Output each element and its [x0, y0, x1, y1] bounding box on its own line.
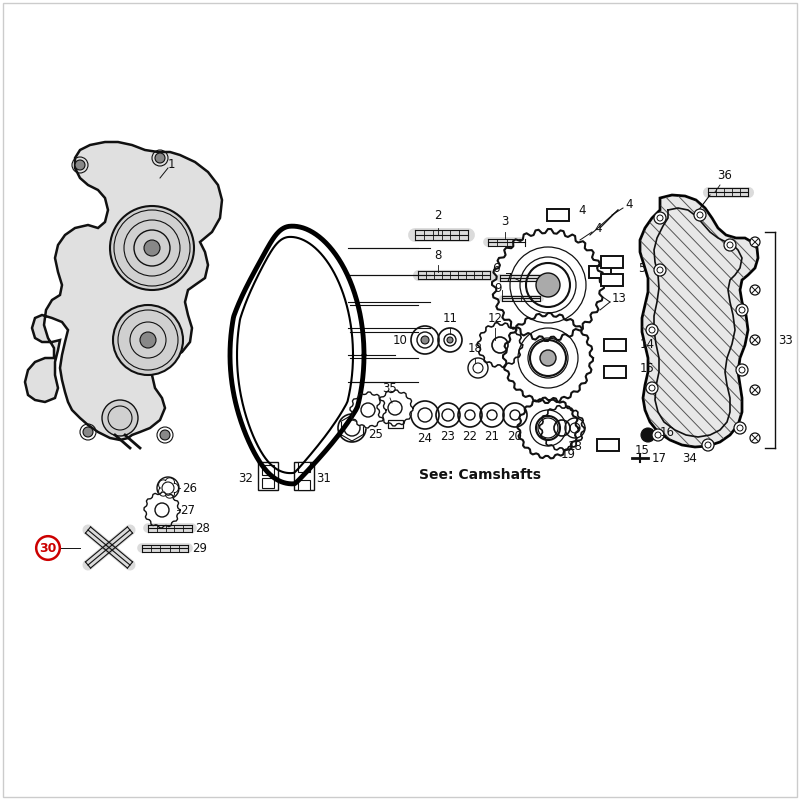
Text: 33: 33 — [778, 334, 793, 346]
Circle shape — [646, 382, 658, 394]
Bar — [298, 462, 310, 472]
Bar — [547, 209, 569, 221]
Circle shape — [736, 304, 748, 316]
Polygon shape — [503, 313, 593, 403]
Circle shape — [724, 239, 736, 251]
Text: 27: 27 — [180, 503, 195, 517]
Bar — [604, 339, 626, 351]
Bar — [258, 462, 278, 490]
Text: 16: 16 — [660, 426, 675, 438]
Circle shape — [540, 350, 556, 366]
Text: 2: 2 — [434, 209, 442, 222]
Text: 35: 35 — [382, 382, 398, 395]
Text: 13: 13 — [612, 291, 627, 305]
Polygon shape — [350, 392, 386, 428]
Bar — [294, 462, 314, 490]
Circle shape — [110, 206, 194, 290]
Circle shape — [140, 332, 156, 348]
Text: 19: 19 — [561, 448, 575, 461]
Text: 34: 34 — [682, 452, 698, 465]
Circle shape — [750, 433, 760, 443]
Text: 18: 18 — [467, 342, 482, 355]
Circle shape — [113, 305, 183, 375]
Text: See: Camshafts: See: Camshafts — [419, 468, 541, 482]
Polygon shape — [640, 195, 758, 447]
Text: 22: 22 — [462, 430, 478, 443]
Text: 30: 30 — [39, 542, 57, 554]
Circle shape — [694, 209, 706, 221]
Text: 18: 18 — [567, 440, 582, 453]
Circle shape — [734, 422, 746, 434]
Circle shape — [83, 427, 93, 437]
Polygon shape — [377, 390, 413, 426]
Circle shape — [750, 385, 760, 395]
Bar — [604, 366, 626, 378]
Text: 23: 23 — [441, 430, 455, 443]
Text: 28: 28 — [195, 522, 210, 534]
Text: 8: 8 — [434, 249, 442, 262]
Text: 3: 3 — [502, 215, 509, 228]
Text: 15: 15 — [640, 362, 655, 374]
Circle shape — [144, 240, 160, 256]
Circle shape — [536, 273, 560, 297]
Text: 10: 10 — [393, 334, 408, 346]
Text: 17: 17 — [652, 451, 667, 465]
Text: 1: 1 — [168, 158, 175, 171]
Bar — [589, 266, 611, 278]
Polygon shape — [518, 398, 578, 458]
Bar — [388, 420, 403, 428]
Text: 4: 4 — [578, 203, 586, 217]
Circle shape — [160, 430, 170, 440]
Polygon shape — [230, 226, 364, 484]
Bar — [298, 480, 310, 490]
Circle shape — [654, 212, 666, 224]
Polygon shape — [539, 406, 585, 450]
Polygon shape — [492, 229, 604, 341]
Polygon shape — [144, 492, 180, 528]
Text: 7: 7 — [505, 271, 512, 285]
Text: 12: 12 — [487, 312, 502, 325]
Bar — [597, 439, 619, 451]
Text: 32: 32 — [238, 471, 253, 485]
Circle shape — [75, 160, 85, 170]
Circle shape — [702, 439, 714, 451]
Circle shape — [736, 364, 748, 376]
Text: 4: 4 — [625, 198, 633, 211]
Polygon shape — [25, 142, 222, 440]
Text: 9: 9 — [494, 282, 502, 294]
Circle shape — [421, 336, 429, 344]
Text: 5: 5 — [638, 262, 646, 274]
Bar — [601, 274, 623, 286]
Circle shape — [102, 400, 138, 436]
Text: 36: 36 — [718, 169, 733, 182]
Circle shape — [641, 428, 655, 442]
Text: 20: 20 — [507, 430, 522, 443]
Circle shape — [750, 237, 760, 247]
Circle shape — [750, 335, 760, 345]
Bar — [262, 465, 274, 475]
Text: 14: 14 — [640, 338, 655, 351]
Circle shape — [654, 264, 666, 276]
Bar — [262, 478, 274, 488]
Circle shape — [447, 337, 453, 343]
Circle shape — [652, 429, 664, 441]
Bar — [601, 256, 623, 268]
Text: 31: 31 — [316, 471, 331, 485]
Text: 15: 15 — [635, 443, 650, 457]
Text: 29: 29 — [192, 542, 207, 554]
Circle shape — [155, 153, 165, 163]
Text: 24: 24 — [418, 432, 433, 445]
Polygon shape — [478, 322, 522, 367]
Text: 4: 4 — [594, 222, 602, 234]
Text: 25: 25 — [368, 429, 383, 442]
Circle shape — [646, 324, 658, 336]
Text: 21: 21 — [485, 430, 499, 443]
Text: 11: 11 — [442, 312, 458, 325]
Text: 26: 26 — [182, 482, 197, 494]
Text: 6: 6 — [493, 262, 500, 274]
Circle shape — [750, 285, 760, 295]
